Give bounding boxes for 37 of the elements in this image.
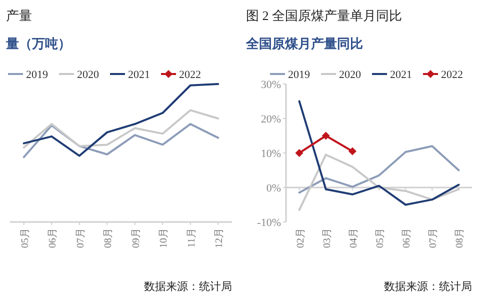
chart-subtitle: 量（万吨） xyxy=(5,36,71,51)
y-tick-label: 10% xyxy=(260,148,281,160)
y-tick-label: -10% xyxy=(257,217,281,229)
x-tick-label: 06月 xyxy=(402,228,413,248)
x-tick-label: 05月 xyxy=(375,228,386,248)
legend-label: 2022 xyxy=(179,69,201,81)
x-tick-label: 07月 xyxy=(75,228,86,248)
y-tick-label: 0% xyxy=(266,182,281,194)
x-tick-label: 06月 xyxy=(48,228,59,248)
x-tick-label: 02月 xyxy=(295,228,306,248)
point xyxy=(348,147,356,156)
source-note: 数据来源：统计局 xyxy=(384,280,472,293)
x-tick-label: 12月 xyxy=(214,228,226,248)
x-tick-label: 08月 xyxy=(103,228,114,248)
legend-label: 2019 xyxy=(288,69,310,81)
legend-label: 2021 xyxy=(128,69,150,81)
x-tick-label: 05月 xyxy=(20,228,31,248)
legend-label: 2022 xyxy=(441,69,463,81)
x-tick-label: 03月 xyxy=(322,228,333,248)
legend-label: 2020 xyxy=(77,69,100,81)
legend-label: 2021 xyxy=(390,69,412,81)
x-tick-label: 04月 xyxy=(348,228,360,248)
x-tick-label: 10月 xyxy=(158,228,170,248)
legend-label: 2019 xyxy=(26,69,48,81)
chart-subtitle: 全国原煤月产量同比 xyxy=(245,36,363,51)
source-note: 数据来源：统计局 xyxy=(144,280,232,293)
x-tick-label: 07月 xyxy=(428,228,440,248)
point xyxy=(322,132,330,140)
chart-title: 图 2 全国原煤产量单月同比 xyxy=(246,8,402,23)
x-tick-label: 09月 xyxy=(130,228,142,248)
chart-title: 产量 xyxy=(6,8,32,23)
legend-label: 2020 xyxy=(339,69,362,81)
x-tick-label: 08月 xyxy=(454,228,466,248)
x-tick-label: 11月 xyxy=(186,228,198,248)
point xyxy=(295,149,304,157)
y-tick-label: 30% xyxy=(260,79,281,91)
y-tick-label: 20% xyxy=(260,114,281,126)
